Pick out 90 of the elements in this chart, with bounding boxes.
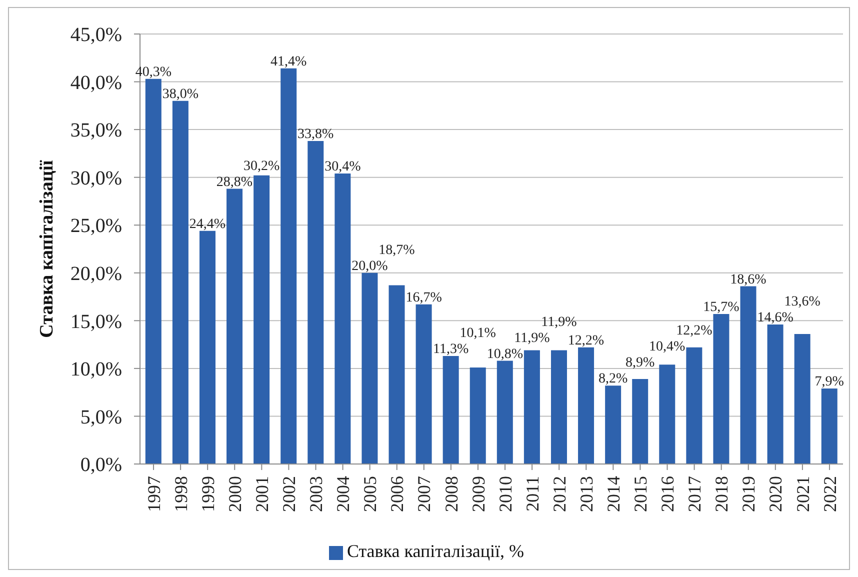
y-axis-title: Ставка капіталізації — [36, 159, 58, 338]
bar — [199, 230, 216, 464]
bar — [362, 272, 378, 464]
bar — [686, 347, 702, 464]
x-tick-label: 2012 — [549, 476, 570, 512]
y-tick-label: 20,0% — [70, 262, 122, 285]
data-label: 14,6% — [757, 310, 794, 326]
bar — [442, 356, 459, 464]
x-tick-label: 2016 — [658, 476, 678, 512]
x-tick-label: 2000 — [224, 476, 245, 512]
y-tick-label: 0,0% — [80, 454, 122, 476]
x-tick-label: 2004 — [333, 476, 354, 512]
legend-label: Ставка капіталізації, % — [346, 541, 524, 561]
data-label: 38,0% — [162, 86, 199, 102]
data-label: 8,2% — [598, 372, 628, 387]
data-label: 16,7% — [406, 290, 442, 306]
data-label: 12,2% — [568, 333, 604, 348]
x-tick-label: 2014 — [603, 476, 624, 512]
x-tick-label: 2005 — [360, 476, 380, 512]
bar — [605, 386, 622, 464]
data-label: 10,8% — [486, 346, 524, 362]
x-tick-label: 2015 — [630, 476, 651, 512]
y-tick-label: 40,0% — [70, 72, 122, 94]
y-tick-label: 45,0% — [70, 24, 122, 46]
bar — [659, 364, 676, 464]
data-label: 11,9% — [514, 330, 550, 346]
data-label: 12,2% — [676, 324, 713, 339]
data-label: 28,8% — [216, 174, 253, 190]
x-tick-label: 2007 — [414, 476, 434, 512]
x-tick-label: 2013 — [576, 476, 596, 512]
bar — [578, 347, 594, 464]
data-label: 8,9% — [626, 356, 656, 371]
x-tick-label: 2011 — [522, 476, 542, 512]
x-tick-label: 2003 — [306, 476, 326, 512]
bar — [713, 314, 730, 464]
x-tick-label: 2006 — [387, 476, 408, 512]
data-label: 11,9% — [541, 314, 578, 330]
data-label: 33,8% — [298, 127, 334, 142]
bar — [388, 285, 405, 464]
bar — [334, 174, 351, 464]
bar — [496, 360, 513, 464]
y-tick-label: 35,0% — [70, 120, 122, 142]
data-label: 18,7% — [378, 242, 416, 258]
bar — [524, 350, 540, 464]
bar — [632, 378, 648, 464]
bar — [767, 324, 784, 464]
y-tick-label: 10,0% — [70, 358, 122, 381]
bar — [172, 100, 188, 464]
x-tick-label: 2009 — [468, 476, 488, 512]
data-label: 10,4% — [649, 340, 686, 355]
data-label: 30,2% — [243, 158, 280, 174]
y-tick-label: 30,0% — [70, 167, 122, 190]
data-label: 40,3% — [135, 64, 172, 80]
y-tick-label: 5,0% — [80, 406, 122, 428]
bar — [550, 350, 567, 464]
bar — [280, 68, 297, 464]
x-tick-label: 1997 — [144, 476, 164, 512]
x-tick-label: 2002 — [279, 476, 300, 512]
data-label: 24,4% — [189, 216, 226, 232]
x-tick-label: 1999 — [198, 476, 218, 512]
data-label: 11,3% — [433, 342, 469, 358]
data-label: 18,6% — [730, 272, 767, 288]
x-tick-label: 2010 — [495, 476, 516, 512]
data-label: 20,0% — [352, 258, 388, 274]
x-tick-label: 2021 — [792, 476, 813, 512]
x-tick-label: 2017 — [684, 476, 705, 512]
data-label: 41,4% — [270, 54, 308, 70]
x-tick-label: 2001 — [252, 476, 272, 512]
bar — [470, 367, 486, 464]
x-tick-label: 2018 — [712, 476, 732, 512]
bar — [821, 388, 838, 464]
x-tick-label: 1998 — [170, 476, 191, 512]
data-label: 30,4% — [324, 160, 362, 175]
y-tick-label: 15,0% — [70, 310, 122, 333]
y-tick-label: 25,0% — [70, 215, 122, 238]
data-label: 7,9% — [814, 374, 844, 390]
data-label: 10,1% — [460, 326, 496, 342]
bar — [740, 286, 756, 464]
data-label: 13,6% — [784, 294, 821, 310]
bar — [794, 334, 810, 464]
bar — [254, 175, 270, 464]
x-tick-label: 2022 — [820, 476, 840, 512]
x-tick-label: 2019 — [738, 476, 759, 512]
x-tick-label: 2020 — [766, 476, 786, 512]
x-tick-label: 2008 — [441, 476, 462, 512]
bar — [145, 78, 162, 464]
data-label: 15,7% — [703, 300, 740, 315]
bar — [226, 188, 243, 464]
bar — [416, 304, 432, 464]
bar — [308, 141, 324, 464]
